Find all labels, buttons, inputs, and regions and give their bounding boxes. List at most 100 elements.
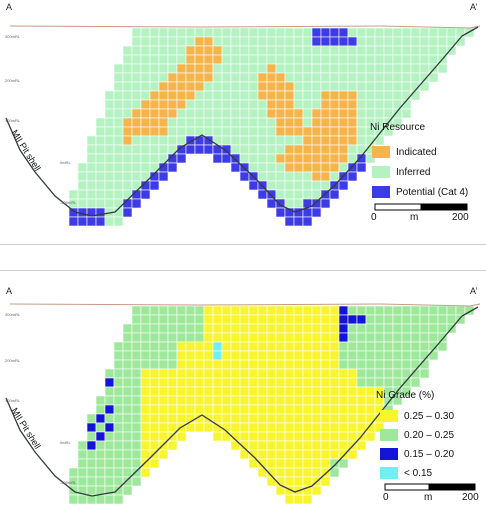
block-cell [329,126,340,137]
block-cell [104,404,115,415]
block-cell [230,323,241,334]
block-cell [284,377,295,388]
block-cell [212,323,223,334]
block-cell [239,99,250,110]
block-cell [293,404,304,415]
block-cell [302,171,313,182]
block-cell [284,171,295,182]
block-cell [257,108,268,119]
block-cell [356,63,367,74]
block-cell [131,54,142,65]
block-cell [428,305,439,316]
block-cell [329,440,340,451]
block-cell [275,207,286,218]
block-cell [248,431,259,442]
block-cell [257,117,268,128]
block-cell [203,341,214,352]
block-cell [320,153,331,164]
block-cell [86,431,97,442]
block-cell [149,413,160,424]
block-cell [221,377,232,388]
block-cell [275,413,286,424]
block-cell [176,404,187,415]
block-cell [140,305,151,316]
block-cell [311,341,322,352]
block-cell [347,368,358,379]
legend-swatch [372,146,390,158]
block-cell [158,108,169,119]
block-cell [248,135,259,146]
block-cell [149,63,160,74]
legend-item-grade-low: 0.15 – 0.20 [380,448,454,460]
block-cell [419,54,430,65]
block-cell [122,162,133,173]
block-cell [266,359,277,370]
block-cell [257,153,268,164]
block-cell [113,90,124,101]
block-cell [113,180,124,191]
block-cell [392,72,403,83]
block-cell [221,305,232,316]
block-cell [194,332,205,343]
block-cell [104,153,115,164]
block-cell [401,305,412,316]
block-cell [428,72,439,83]
block-cell [122,377,133,388]
block-cell [437,314,448,325]
block-cell [302,117,313,128]
block-cell [284,27,295,38]
block-cell [86,162,97,173]
block-cell [176,350,187,361]
block-cell [230,314,241,325]
block-cell [176,54,187,65]
block-cell [158,368,169,379]
block-cell [194,395,205,406]
block-cell [392,350,403,361]
block-cell [329,395,340,406]
block-cell [311,323,322,334]
block-cell [203,314,214,325]
block-cell [302,422,313,433]
block-cell [410,377,421,388]
block-cell [239,27,250,38]
block-cell [203,386,214,397]
block-cell [347,81,358,92]
block-cell [266,144,277,155]
block-cell [284,422,295,433]
block-cell [401,108,412,119]
block-cell [365,45,376,56]
block-cell [338,72,349,83]
block-cell [329,63,340,74]
block-cell [248,162,259,173]
block-cell [230,377,241,388]
block-cell [347,135,358,146]
block-cell [293,341,304,352]
scale-start-label: 0 [371,212,377,223]
block-cell [266,458,277,469]
block-cell [356,332,367,343]
block-cell [149,314,160,325]
block-cell [392,305,403,316]
block-cell [311,189,322,200]
block-cell [86,476,97,487]
block-cell [149,153,160,164]
block-cell [203,126,214,137]
block-cell [176,314,187,325]
block-cell [293,332,304,343]
block-cell [275,467,286,478]
block-cell [320,27,331,38]
block-cell [131,126,142,137]
resource-section-panel: A A’ MII Pit shell 300mRL 200mRL 100mRL … [0,0,486,240]
block-cell [212,305,223,316]
block-cell [167,386,178,397]
block-cell [149,323,160,334]
block-cell [446,45,457,56]
block-cell [158,404,169,415]
block-cell [248,72,259,83]
block-cell [266,189,277,200]
block-cell [122,422,133,433]
block-cell [131,153,142,164]
block-cell [320,332,331,343]
block-cell [248,81,259,92]
block-cell [203,404,214,415]
